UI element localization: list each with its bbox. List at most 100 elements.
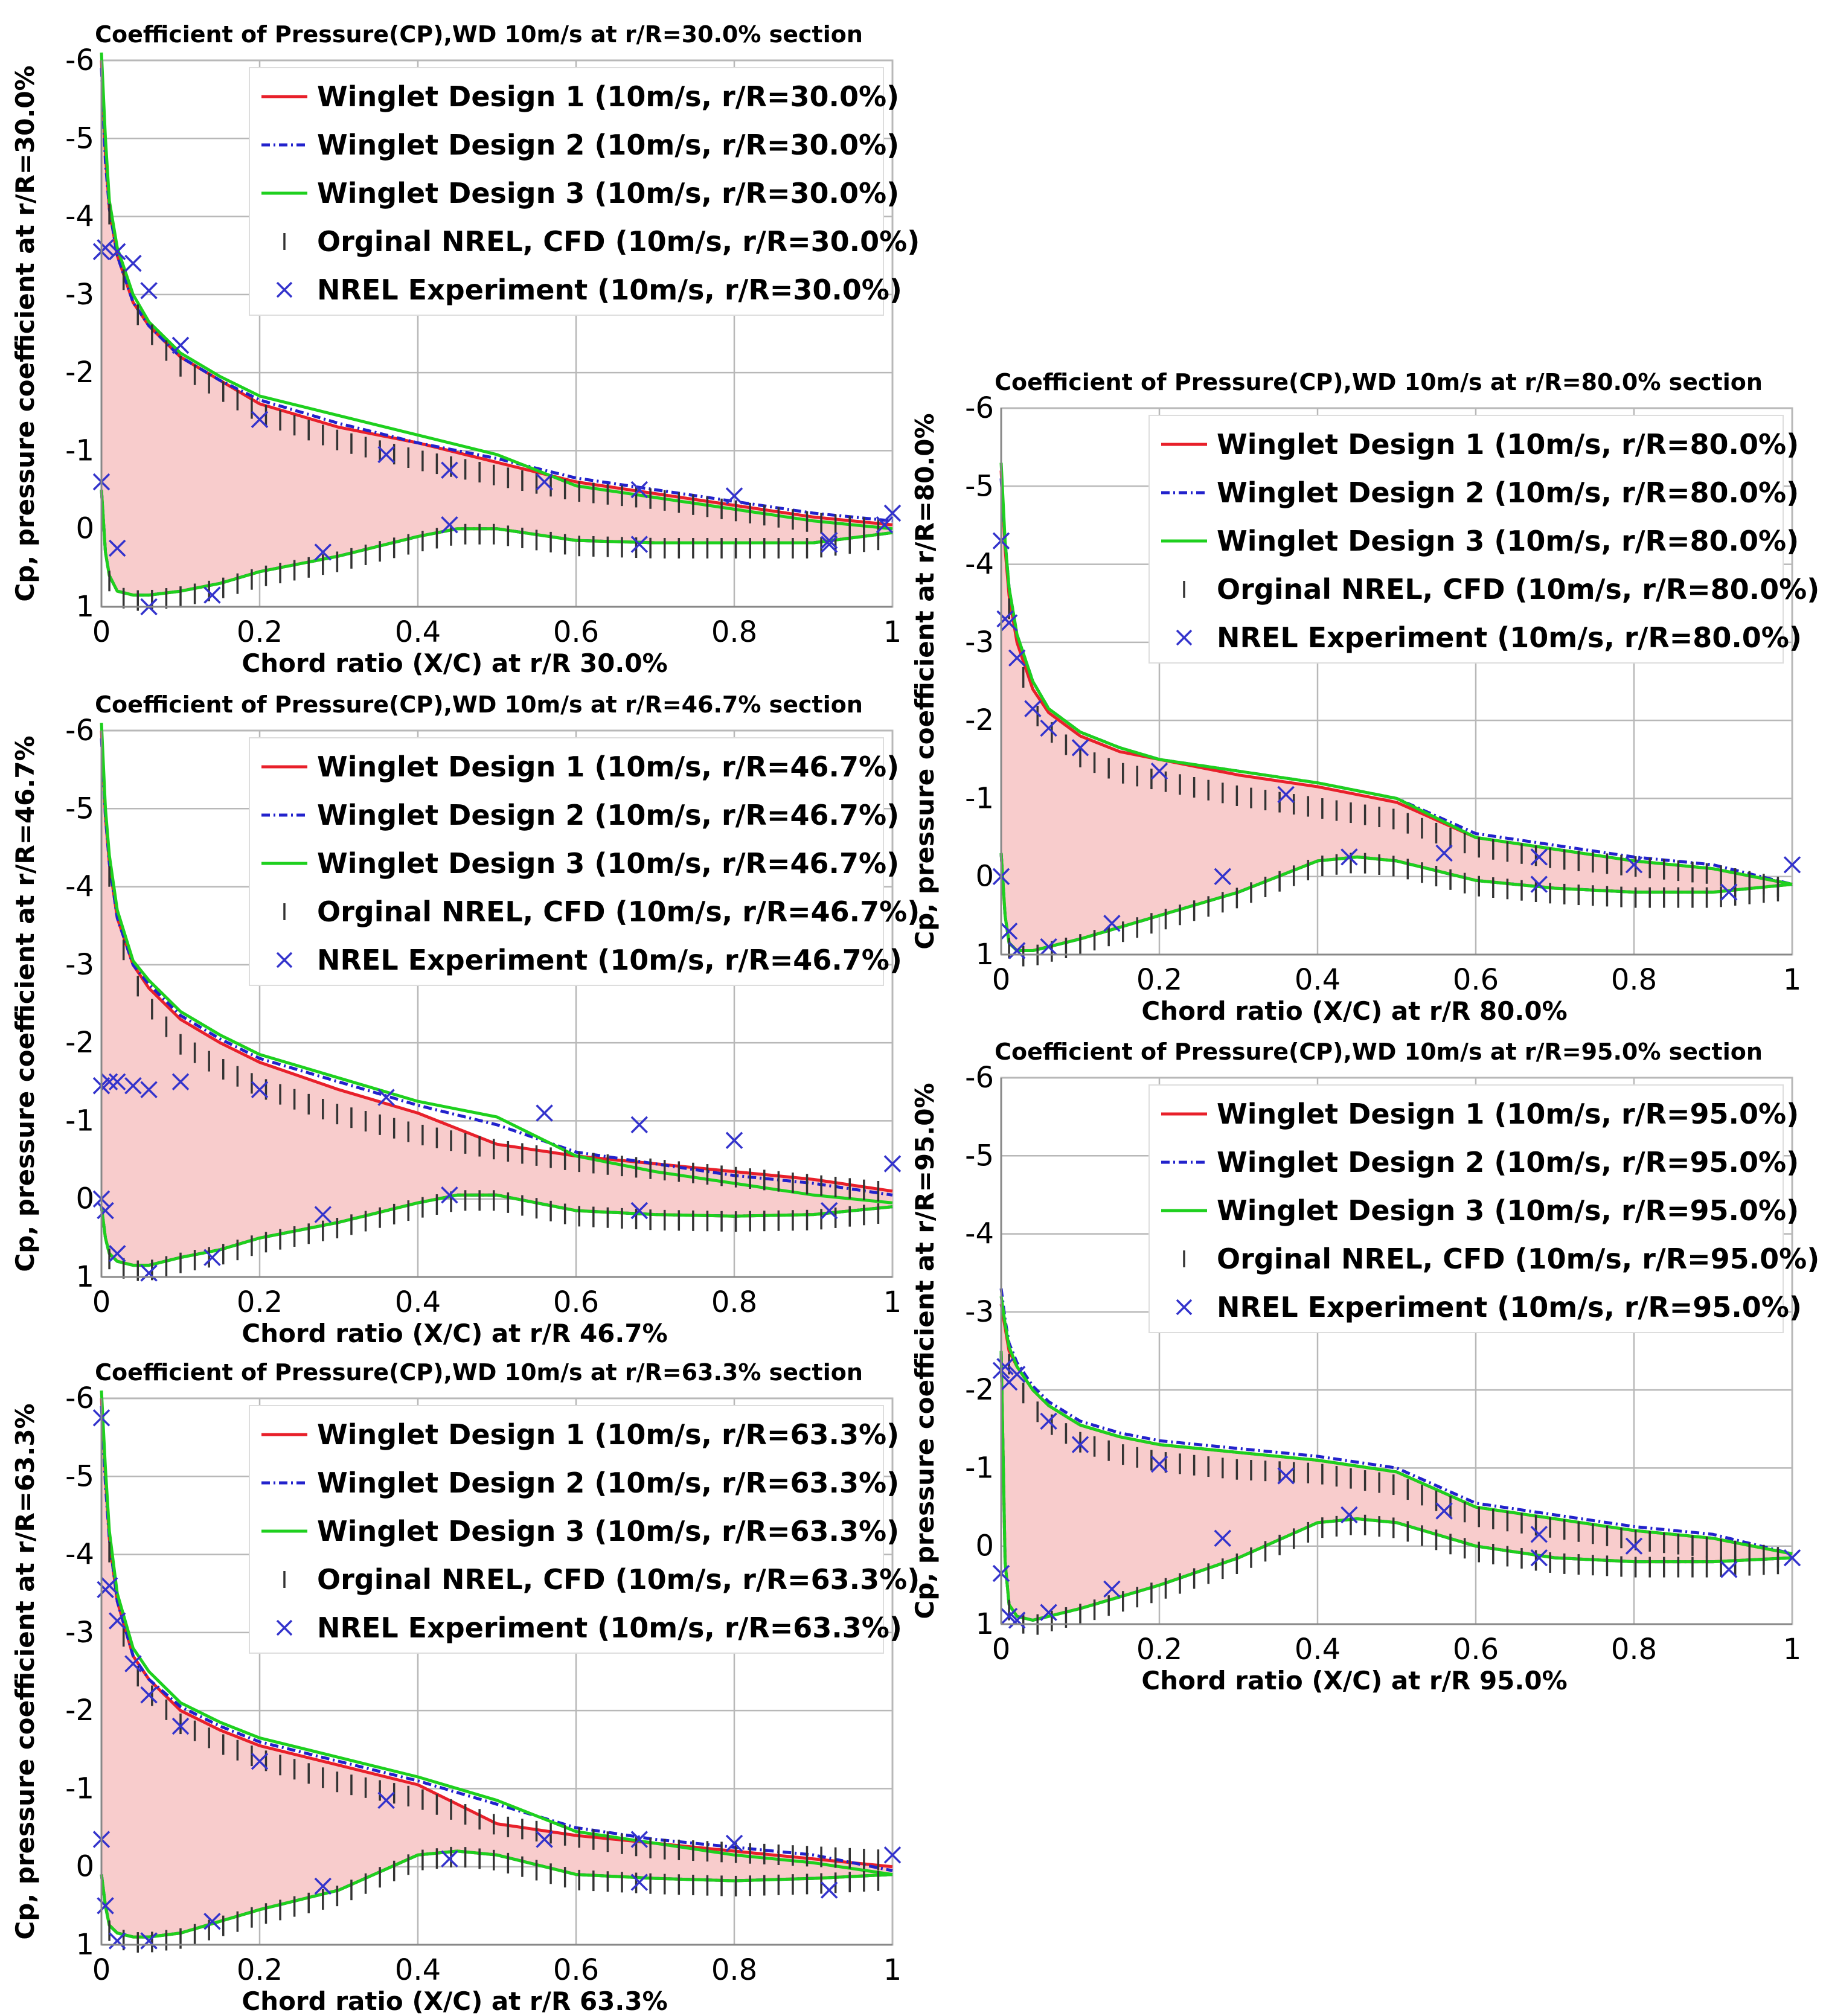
experiment-marker	[1150, 762, 1168, 780]
y-tick-label: -4	[65, 870, 94, 904]
pressure-fill-area	[1001, 1304, 1792, 1621]
legend-label: NREL Experiment (10m/s, r/R=30.0%)	[317, 274, 902, 306]
experiment-marker	[1103, 1580, 1121, 1598]
experiment-marker	[1008, 942, 1026, 959]
y-tick-label: -3	[65, 948, 94, 982]
x-tick-label: 1	[1783, 963, 1802, 997]
experiment-marker	[251, 1752, 269, 1770]
experiment-marker	[1008, 649, 1026, 667]
y-tick-label: -5	[965, 1139, 994, 1173]
x-tick-label: 0	[992, 963, 1011, 997]
series-5	[992, 1358, 1801, 1629]
legend-item: Winglet Design 1 (10m/s, r/R=30.0%)	[261, 80, 899, 113]
experiment-marker	[536, 1104, 553, 1122]
legend-item: NREL Experiment (10m/s, r/R=30.0%)	[276, 274, 902, 306]
x-tick-label: 0.6	[553, 1953, 599, 1987]
legend-label: Winglet Design 1 (10m/s, r/R=95.0%)	[1217, 1098, 1799, 1130]
experiment-marker	[1008, 1611, 1026, 1629]
y-axis-label: Cp, pressure coefficient at r/R=30.0%	[10, 65, 40, 601]
legend-label: Winglet Design 2 (10m/s, r/R=30.0%)	[317, 129, 899, 161]
legend-box	[249, 1405, 884, 1654]
y-tick-label: -2	[65, 1026, 94, 1060]
y-tick-label: 0	[975, 860, 994, 894]
legend-box	[1148, 415, 1784, 664]
experiment-marker	[1783, 856, 1801, 874]
experiment-marker	[108, 1932, 126, 1950]
legend-label: Winglet Design 1 (10m/s, r/R=63.3%)	[317, 1418, 899, 1451]
legend-label: NREL Experiment (10m/s, r/R=95.0%)	[1217, 1291, 1802, 1323]
y-tick-label: -3	[65, 1616, 94, 1650]
experiment-marker	[251, 411, 269, 428]
experiment-marker	[1214, 1529, 1232, 1547]
y-tick-label: -4	[965, 548, 994, 581]
x-tick-label: 0.4	[395, 1285, 441, 1319]
x-tick-label: 0.8	[711, 1953, 757, 1987]
experiment-marker	[140, 1932, 158, 1950]
experiment-marker	[1783, 1549, 1801, 1567]
series-4	[1008, 1354, 1780, 1635]
x-tick-label: 1	[883, 1953, 902, 1987]
y-tick-label: -2	[65, 356, 94, 389]
x-tick-label: 0.2	[237, 1285, 283, 1319]
legend-label: Winglet Design 3 (10m/s, r/R=30.0%)	[317, 177, 899, 210]
x-tick-label: 0.2	[1136, 963, 1182, 997]
x-tick-label: 1	[883, 615, 902, 649]
y-tick-label: -1	[65, 434, 94, 467]
legend-box	[249, 67, 884, 316]
pressure-fill-area	[101, 1398, 892, 1938]
legend-label: Winglet Design 1 (10m/s, r/R=30.0%)	[317, 80, 899, 113]
y-tick-label: 1	[75, 1928, 94, 1962]
y-tick-label: -1	[65, 1771, 94, 1805]
x-tick-label: 0	[92, 615, 111, 649]
experiment-marker	[536, 473, 553, 491]
experiment-marker	[1530, 848, 1548, 866]
y-tick-label: -6	[965, 391, 994, 425]
experiment-marker	[203, 586, 221, 604]
experiment-marker	[108, 539, 126, 557]
experiment-marker	[1071, 739, 1089, 757]
x-tick-label: 0.2	[237, 615, 283, 649]
x-tick-label: 0.8	[711, 615, 757, 649]
experiment-marker	[883, 1155, 902, 1173]
legend-item: Winglet Design 1 (10m/s, r/R=46.7%)	[261, 750, 899, 783]
y-tick-label: 1	[75, 590, 94, 624]
experiment-marker	[97, 1897, 114, 1915]
series-5	[92, 1409, 902, 1950]
experiment-marker	[1214, 868, 1232, 885]
x-tick-label: 0.6	[1453, 1633, 1499, 1666]
experiment-marker	[377, 1089, 395, 1106]
experiment-marker	[1040, 938, 1057, 956]
chart-title: Coefficient of Pressure(CP),WD 10m/s at …	[95, 21, 863, 48]
experiment-marker	[124, 254, 142, 272]
experiment-marker	[1341, 1506, 1358, 1524]
y-tick-label: 0	[975, 1529, 994, 1563]
legend-label: Winglet Design 3 (10m/s, r/R=46.7%)	[317, 847, 899, 880]
x-tick-label: 1	[883, 1285, 902, 1319]
series-4	[108, 203, 880, 611]
y-tick-label: -6	[65, 714, 94, 747]
y-tick-label: -4	[965, 1217, 994, 1251]
legend-item: Winglet Design 1 (10m/s, r/R=80.0%)	[1161, 428, 1799, 461]
legend-label: Winglet Design 1 (10m/s, r/R=46.7%)	[317, 750, 899, 783]
experiment-marker	[441, 461, 458, 479]
legend-label: Winglet Design 3 (10m/s, r/R=95.0%)	[1217, 1194, 1799, 1227]
x-tick-label: 0.6	[553, 1285, 599, 1319]
experiment-marker	[1277, 1467, 1295, 1485]
x-tick-label: 0.8	[1611, 1633, 1657, 1666]
legend: Winglet Design 1 (10m/s, r/R=63.3%) Wingl…	[249, 1405, 920, 1654]
y-tick-label: -2	[965, 1373, 994, 1407]
chart-panel-5: 0 0.2 0.4 0.6 0.8 1-6-5-4-3-2-101Coefficient …	[910, 1038, 1819, 1695]
legend-label: NREL Experiment (10m/s, r/R=63.3%)	[317, 1611, 902, 1644]
y-tick-label: 0	[75, 1850, 94, 1884]
experiment-marker	[630, 1116, 649, 1134]
x-tick-label: 0.8	[711, 1285, 757, 1319]
experiment-marker	[820, 1881, 838, 1899]
legend-item: Winglet Design 2 (10m/s, r/R=46.7%)	[261, 799, 899, 831]
pressure-fill-area	[101, 60, 892, 595]
x-tick-label: 0	[92, 1285, 111, 1319]
x-tick-label: 0.2	[237, 1953, 283, 1987]
y-tick-label: -6	[965, 1061, 994, 1095]
y-tick-label: -6	[65, 43, 94, 77]
experiment-marker	[441, 1850, 458, 1868]
